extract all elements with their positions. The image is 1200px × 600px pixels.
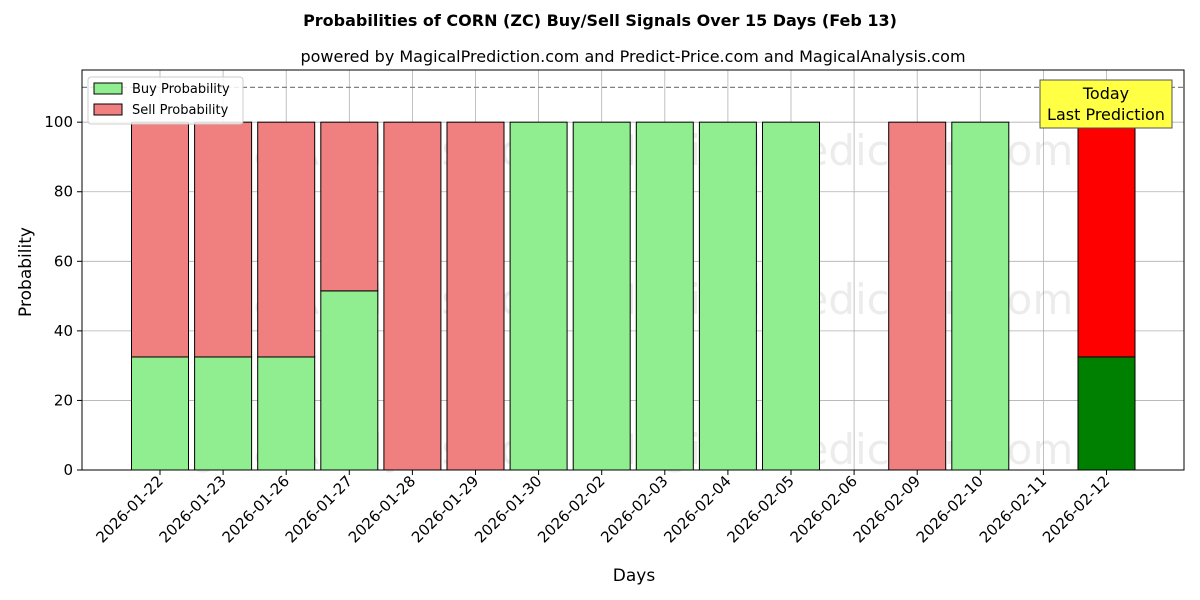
legend-box	[87, 76, 244, 125]
plot-frame	[81, 69, 1185, 471]
x-tick-label: 2026-02-06	[787, 472, 861, 546]
chart-title: Probabilities of CORN (ZC) Buy/Sell Sign…	[303, 11, 897, 30]
y-axis: 0 20 40 60 80 100	[44, 113, 82, 479]
bar-buy	[509, 121, 568, 471]
x-tick-label: 2026-02-11	[976, 472, 1050, 546]
bar-buy	[257, 356, 316, 471]
bar-buy	[131, 356, 189, 471]
x-tick-label: 2026-01-28	[345, 472, 419, 546]
bar-sell	[320, 121, 379, 292]
y-tick-label: 40	[54, 322, 73, 340]
x-tick-label: 2026-01-22	[92, 472, 166, 546]
x-tick-label: 2026-02-12	[1039, 472, 1113, 546]
x-tick-label: 2026-02-03	[597, 472, 671, 546]
y-tick-label: 60	[54, 252, 73, 270]
today-annotation: Today Last Prediction	[1039, 79, 1173, 129]
x-tick-label: 2026-01-30	[471, 472, 545, 546]
bar-buy	[951, 121, 1010, 471]
bar-buy	[698, 121, 757, 471]
x-tick-label: 2026-02-05	[723, 472, 797, 546]
bar-buy	[1077, 356, 1136, 471]
bar-buy	[572, 121, 631, 471]
legend: Buy Probability Sell Probability	[87, 76, 244, 125]
y-axis-label: Probability	[16, 227, 36, 317]
annotation-text: Last Prediction	[1047, 105, 1165, 124]
bar-sell	[383, 121, 442, 471]
legend-label: Buy Probability	[132, 82, 230, 97]
x-tick-label: 2026-02-04	[660, 472, 734, 546]
bars	[131, 121, 1136, 471]
bar-buy	[635, 121, 694, 471]
y-tick-label: 20	[54, 391, 73, 409]
bar-buy	[194, 356, 253, 471]
legend-swatch	[93, 103, 123, 116]
bar-sell	[257, 121, 316, 358]
bar-sell	[446, 121, 505, 471]
annotation-box	[1039, 79, 1173, 129]
x-tick-label: 2026-02-09	[850, 472, 924, 546]
x-tick-label: 2026-01-26	[219, 472, 293, 546]
legend-swatch	[93, 82, 123, 95]
x-tick-label: 2026-01-27	[282, 472, 356, 546]
x-axis: 2026-01-222026-01-232026-01-262026-01-27…	[92, 470, 1113, 546]
bar-sell	[888, 121, 947, 471]
x-tick-label: 2026-02-02	[534, 472, 608, 546]
bar-buy	[320, 290, 379, 471]
y-tick-label: 100	[44, 113, 73, 131]
bar-sell	[194, 121, 253, 358]
bar-sell	[131, 121, 189, 358]
x-tick-label: 2026-01-23	[156, 472, 230, 546]
chart-subtitle: powered by MagicalPrediction.com and Pre…	[300, 47, 965, 66]
y-tick-label: 0	[63, 461, 73, 479]
annotation-text: Today	[1082, 84, 1129, 103]
y-tick-label: 80	[54, 183, 73, 201]
x-tick-label: 2026-01-29	[408, 472, 482, 546]
x-axis-label: Days	[613, 566, 656, 586]
bar-buy	[762, 121, 820, 471]
bar-sell	[1077, 121, 1136, 358]
legend-label: Sell Probability	[132, 103, 229, 118]
x-tick-label: 2026-02-10	[913, 472, 987, 546]
